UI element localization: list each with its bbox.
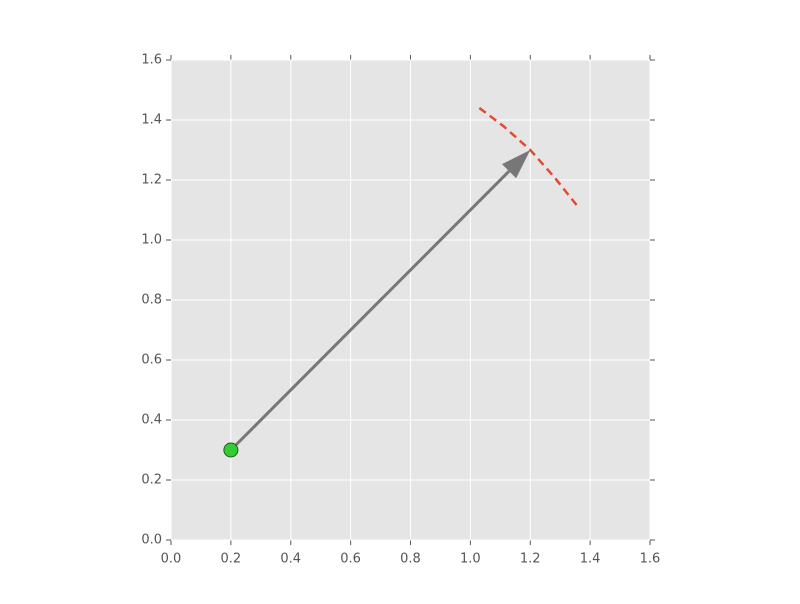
- x-tick-label: 0.8: [400, 552, 421, 567]
- x-tick-label: 1.0: [460, 552, 481, 567]
- point: [223, 442, 239, 458]
- y-tick-label: 0.0: [141, 533, 162, 548]
- x-tick-label: 1.4: [580, 552, 601, 567]
- x-tick-label: 0.0: [161, 552, 182, 567]
- y-tick-label: 1.0: [141, 233, 162, 248]
- x-tick-label: 0.4: [280, 552, 301, 567]
- x-tick-label: 0.2: [221, 552, 242, 567]
- y-tick-label: 1.6: [141, 53, 162, 68]
- y-tick-label: 1.2: [141, 173, 162, 188]
- y-tick-label: 0.2: [141, 473, 162, 488]
- y-tick-label: 0.6: [141, 353, 162, 368]
- arrow-head: [501, 150, 531, 179]
- y-tick-label: 0.8: [141, 293, 162, 308]
- x-tick-label: 1.6: [640, 552, 661, 567]
- x-tick-label: 0.6: [340, 552, 361, 567]
- x-tick-label: 1.2: [520, 552, 541, 567]
- y-tick-label: 1.4: [141, 113, 162, 128]
- y-tick-label: 0.4: [141, 413, 162, 428]
- arrow-shaft: [229, 170, 511, 452]
